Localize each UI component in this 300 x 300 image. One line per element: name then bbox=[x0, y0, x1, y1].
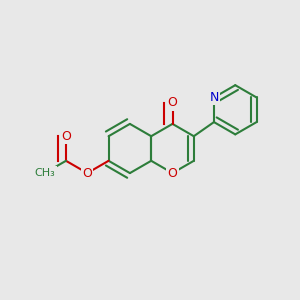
Text: O: O bbox=[168, 167, 177, 180]
Text: O: O bbox=[61, 130, 71, 143]
Text: N: N bbox=[209, 91, 219, 104]
Text: O: O bbox=[168, 97, 177, 110]
Text: O: O bbox=[82, 167, 92, 180]
Text: CH₃: CH₃ bbox=[34, 168, 55, 178]
